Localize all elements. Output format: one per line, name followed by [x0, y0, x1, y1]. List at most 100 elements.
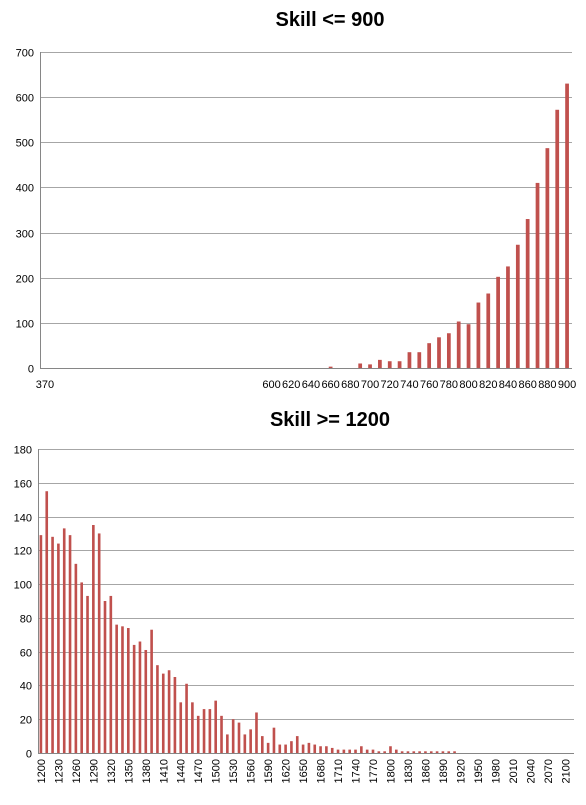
bar — [330, 747, 334, 753]
bar — [406, 751, 410, 753]
x-tick-label: 760 — [420, 379, 438, 391]
bars — [328, 83, 569, 368]
x-tick-label: 820 — [479, 379, 497, 391]
x-tick-label: 1290 — [88, 759, 100, 783]
x-tick-label: 600 — [262, 379, 280, 391]
y-tick-label: 120 — [14, 546, 32, 558]
y-tick-label: 300 — [16, 229, 34, 241]
bar — [435, 751, 439, 753]
bar — [360, 746, 363, 753]
x-tick-label: 660 — [321, 379, 339, 391]
bars — [39, 491, 456, 753]
y-tick-labels: 0 20 40 60 80 100 120 140 160 180 — [14, 445, 32, 761]
y-tick-label: 200 — [16, 274, 34, 286]
bar — [249, 729, 252, 753]
bar — [535, 182, 540, 368]
bar — [68, 535, 72, 753]
bar — [45, 491, 49, 753]
x-tick-label: 1320 — [106, 759, 118, 783]
bar — [115, 624, 118, 753]
bar — [515, 244, 520, 368]
y-tick-label: 180 — [14, 445, 32, 457]
bar — [51, 536, 54, 753]
bar — [447, 751, 451, 753]
x-tick-label: 1890 — [438, 759, 450, 783]
bar — [260, 736, 264, 753]
x-tick-label: 1680 — [316, 759, 328, 783]
bar — [290, 741, 293, 753]
bar — [185, 683, 188, 753]
y-tick-label: 700 — [16, 48, 34, 60]
bar — [179, 702, 183, 753]
x-tick-label: 1200 — [36, 759, 48, 783]
bar — [97, 533, 101, 753]
bar — [196, 715, 200, 753]
bar — [325, 746, 328, 753]
bar — [62, 528, 66, 753]
bar — [103, 601, 107, 753]
x-tick-label: 1260 — [71, 759, 83, 783]
bar — [429, 751, 433, 753]
x-tick-label: 680 — [341, 379, 359, 391]
bar — [365, 749, 369, 753]
x-tick-label: 1350 — [123, 759, 135, 783]
bar — [161, 673, 165, 753]
bar — [555, 109, 560, 368]
bar — [301, 744, 305, 753]
x-tick-label: 800 — [459, 379, 477, 391]
bar — [86, 595, 89, 753]
bar — [354, 749, 357, 753]
x-tick-label: 880 — [538, 379, 556, 391]
bar-chart-svg: Skill <= 900 0 100 200 300 400 500 600 700 370 6… — [16, 9, 577, 391]
x-tick-label: 1530 — [228, 759, 240, 783]
bar — [342, 749, 346, 753]
bar — [121, 626, 124, 753]
bar — [378, 359, 382, 368]
bar — [313, 744, 317, 753]
bar — [319, 746, 322, 753]
bar — [226, 734, 229, 753]
bar — [371, 749, 375, 753]
bar — [565, 83, 569, 368]
gridlines — [38, 449, 574, 754]
x-tick-labels: 1200 1230 1260 1290 1320 1350 1380 1410 1440 1470… — [36, 759, 572, 783]
bar — [173, 677, 177, 753]
x-tick-label: 1620 — [281, 759, 293, 783]
bar — [214, 700, 217, 753]
bar — [446, 333, 451, 368]
bar — [418, 751, 421, 753]
x-tick-label: 1710 — [333, 759, 345, 783]
x-tick-label: 1980 — [490, 759, 502, 783]
bar — [266, 742, 270, 753]
bar — [394, 749, 398, 753]
y-tick-label: 500 — [16, 138, 34, 150]
bar — [278, 744, 282, 753]
y-tick-label: 140 — [14, 513, 32, 525]
bar — [243, 734, 247, 753]
x-tick-label: 860 — [518, 379, 536, 391]
bar — [400, 751, 404, 753]
x-tick-label: 700 — [361, 379, 379, 391]
x-tick-label: 1230 — [53, 759, 65, 783]
bar — [427, 343, 432, 368]
bar — [132, 644, 136, 753]
bar — [417, 352, 422, 368]
y-tick-label: 600 — [16, 93, 34, 105]
bar — [156, 665, 159, 753]
y-tick-label: 60 — [20, 648, 32, 660]
chart-title: Skill <= 900 — [276, 9, 385, 31]
x-tick-label: 370 — [36, 379, 54, 391]
bar — [202, 709, 206, 753]
bar — [456, 321, 461, 368]
y-tick-label: 100 — [14, 580, 32, 592]
bar — [545, 148, 550, 368]
y-tick-label: 20 — [20, 715, 32, 727]
bar — [506, 266, 510, 368]
bar — [453, 751, 456, 753]
bar — [150, 629, 153, 753]
bar — [368, 364, 372, 368]
x-tick-label: 780 — [440, 379, 458, 391]
x-tick-label: 1410 — [158, 759, 170, 783]
bar — [126, 628, 130, 753]
x-tick-label: 1380 — [141, 759, 153, 783]
